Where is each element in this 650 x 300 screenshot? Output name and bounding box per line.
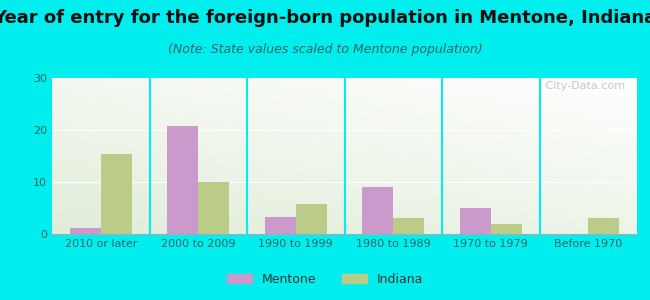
Bar <box>70 228 101 234</box>
Bar <box>101 154 132 234</box>
Bar <box>198 182 229 234</box>
Text: (Note: State values scaled to Mentone population): (Note: State values scaled to Mentone po… <box>168 44 482 56</box>
Bar <box>460 208 491 234</box>
Bar <box>393 218 424 234</box>
Bar <box>296 204 327 234</box>
Bar <box>588 218 619 234</box>
Text: City-Data.com: City-Data.com <box>542 81 625 91</box>
Bar <box>362 187 393 234</box>
Bar <box>265 217 296 234</box>
Text: Year of entry for the foreign-born population in Mentone, Indiana: Year of entry for the foreign-born popul… <box>0 9 650 27</box>
Legend: Mentone, Indiana: Mentone, Indiana <box>222 268 428 291</box>
Bar <box>491 224 522 234</box>
Bar <box>167 126 198 234</box>
